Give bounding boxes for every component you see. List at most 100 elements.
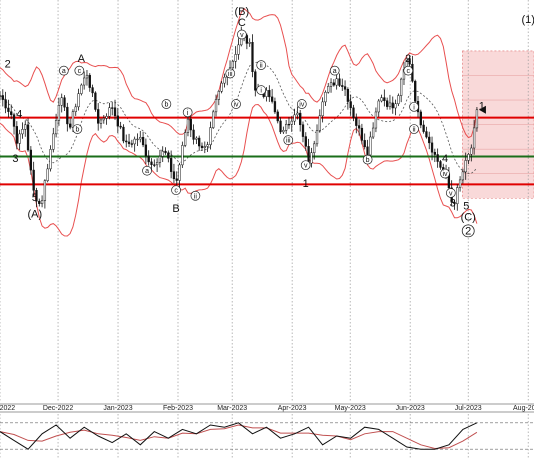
candle-body <box>198 137 201 147</box>
wave-label-circle <box>461 224 475 238</box>
candle-body <box>329 82 333 87</box>
candle-body <box>428 136 431 144</box>
wave-label-circle <box>190 190 201 201</box>
wave-label: iii <box>286 138 291 145</box>
wave-label: iv <box>442 171 448 178</box>
wave-label: 4 <box>442 153 448 165</box>
candle-body <box>470 147 473 155</box>
candle-body <box>57 105 61 121</box>
candle-body <box>189 118 192 131</box>
wave-label-circle <box>182 107 193 118</box>
wave-label-circle <box>225 68 236 79</box>
candle-body <box>248 42 251 44</box>
candle-body <box>10 111 13 115</box>
wave-label-circle <box>72 124 83 134</box>
candle-body <box>113 107 117 117</box>
candle-body <box>467 153 470 161</box>
candle-body <box>139 137 142 140</box>
wave-label: 5 <box>463 200 469 212</box>
candle-body <box>307 146 310 164</box>
wave-label-circle <box>440 168 450 179</box>
candle-body <box>461 171 465 181</box>
wave-label: a <box>62 68 66 75</box>
wave-label-circle <box>171 185 181 196</box>
candle-body <box>273 101 277 113</box>
candle-body <box>32 169 35 191</box>
candle-body <box>94 92 97 110</box>
candle-body <box>310 152 313 164</box>
wave-label-circle <box>58 65 69 76</box>
candle-body <box>111 107 114 109</box>
wave-label: B <box>172 203 179 215</box>
candle-body <box>155 162 159 166</box>
candle-body <box>209 127 212 145</box>
candle-body <box>251 42 254 72</box>
wave-label: a <box>145 168 149 175</box>
candle-body <box>352 107 355 118</box>
candle-body <box>299 112 302 125</box>
date-tick-label: Apr-2023 <box>278 405 307 412</box>
wave-label-circle <box>256 85 267 95</box>
candle-body <box>343 86 347 90</box>
candle-body <box>293 114 296 122</box>
candle-body <box>391 102 394 109</box>
candle-body <box>12 114 16 127</box>
candle-body <box>371 127 375 138</box>
candle-body <box>214 99 218 113</box>
candle-body <box>439 161 442 168</box>
candle-body <box>456 187 459 205</box>
candle-body <box>360 127 364 141</box>
candle-body <box>49 149 52 170</box>
oscillator-panel <box>0 422 534 450</box>
candle-body <box>71 111 75 128</box>
candle-body <box>186 118 190 133</box>
candle-body <box>357 125 361 129</box>
wave-label-circle <box>231 99 241 109</box>
candle-body <box>206 144 209 147</box>
wave-label: 2 <box>5 59 11 71</box>
candle-body <box>380 97 383 102</box>
candle-body <box>369 136 372 156</box>
candle-body <box>282 130 285 133</box>
candle-body <box>192 129 195 140</box>
wave-label: b <box>164 102 168 109</box>
candle-body <box>287 123 291 126</box>
candle-body <box>29 149 33 171</box>
candle-body <box>60 97 63 106</box>
candle-body <box>270 96 274 102</box>
candle-body <box>408 58 411 65</box>
candle-body <box>338 78 341 86</box>
candle-body <box>83 77 86 86</box>
candle-body <box>346 89 350 102</box>
wave-label: (1) <box>521 14 534 26</box>
wave-label: i <box>187 110 189 117</box>
wave-label-circle <box>300 160 311 171</box>
candle-body <box>290 120 293 125</box>
candle-body <box>349 101 352 109</box>
candle-body <box>217 91 220 100</box>
wave-label: c <box>406 68 410 75</box>
wave-label-circle <box>161 99 172 109</box>
wave-label-circle <box>409 101 419 112</box>
candle-body <box>15 126 18 144</box>
wave-label: C <box>238 17 246 29</box>
candle-body <box>80 84 83 94</box>
candle-body <box>453 201 456 205</box>
candle-body <box>400 78 403 96</box>
wave-label: 1 <box>303 178 309 190</box>
candle-body <box>130 143 134 145</box>
candle-body <box>220 82 223 92</box>
candle-body <box>327 86 330 93</box>
candle-body <box>54 120 58 135</box>
candle-body <box>419 111 422 126</box>
candle-body <box>377 100 380 113</box>
wave-label: 2 <box>465 225 471 237</box>
candle-body <box>237 44 240 55</box>
candle-body <box>122 126 125 142</box>
wave-label-circle <box>409 124 419 134</box>
candle-body <box>18 133 21 144</box>
wave-label: (B) <box>235 6 250 18</box>
candle-body <box>414 80 417 102</box>
wave-label-circle <box>362 154 373 165</box>
